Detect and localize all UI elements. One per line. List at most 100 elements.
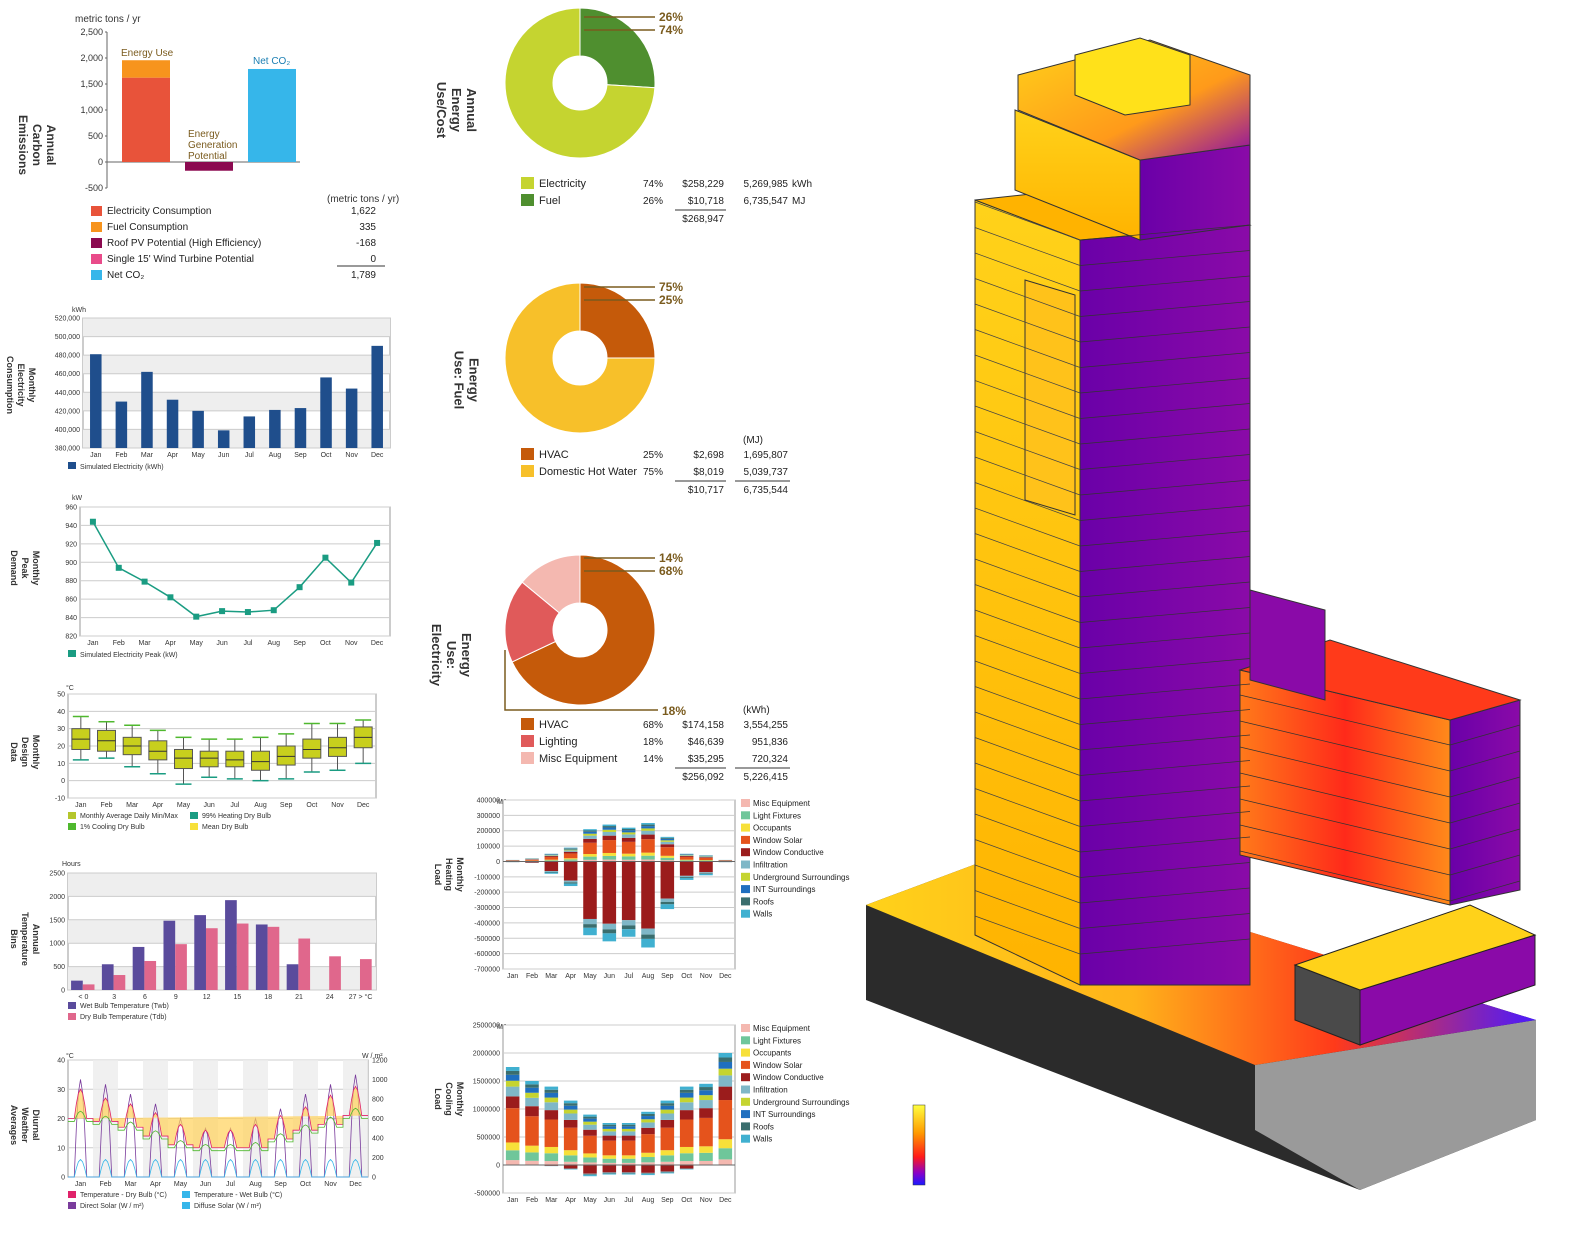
load-segment	[661, 1172, 675, 1173]
load-segment	[661, 1173, 675, 1174]
bar-month	[192, 411, 204, 448]
diurnal-legend-swatch-4	[182, 1202, 190, 1209]
y-tick-label: 860	[65, 597, 77, 604]
load-segment	[506, 1067, 520, 1071]
peak-legend-swatch	[68, 650, 76, 657]
vertical-title-line: Annual	[464, 88, 479, 132]
x-tick-label: Jul	[245, 452, 254, 459]
pie-slice	[580, 8, 655, 88]
load-legend-swatch	[741, 799, 750, 807]
load-segment	[680, 1147, 694, 1153]
x-tick-label: Nov	[700, 973, 713, 980]
load-segment	[661, 1165, 675, 1172]
diurnal-legend-4: Diffuse Solar (W / m²)	[194, 1203, 261, 1210]
load-segment	[699, 873, 713, 874]
load-legend-label: Underground Surroundings	[753, 1098, 850, 1107]
load-segment	[641, 939, 655, 948]
x-tick-label: May	[583, 1197, 597, 1204]
load-segment	[545, 1120, 559, 1147]
load-segment	[564, 1128, 578, 1151]
load-segment	[622, 1125, 636, 1127]
x-tick-label: Jun	[200, 1181, 211, 1188]
load-segment	[545, 1153, 559, 1161]
plot-area	[83, 318, 390, 448]
load-segment	[661, 837, 675, 838]
load-segment	[564, 1106, 578, 1110]
bar-label-energy-use: Energy Use	[121, 48, 174, 59]
load-legend-swatch	[741, 811, 750, 819]
peak-point	[219, 608, 225, 614]
pie-energy: 26%74%	[505, 8, 683, 158]
bar-label-generation-2: Generation	[188, 140, 237, 151]
load-segment	[622, 842, 636, 854]
bins-legend-swatch-1	[68, 1002, 76, 1009]
peak-point	[297, 584, 303, 590]
load-segment	[564, 858, 578, 859]
load-segment	[564, 884, 578, 886]
pie-table-swatch	[521, 465, 534, 477]
load-segment	[641, 826, 655, 828]
load-segment	[603, 856, 617, 860]
load-legend-swatch	[741, 1135, 750, 1143]
box-body	[226, 751, 244, 767]
load-segment	[603, 861, 617, 923]
y-tick-label: 500,000	[55, 334, 80, 341]
y-tick-label: 10	[57, 761, 65, 768]
load-segment	[719, 1148, 733, 1159]
x-tick-label: Sep	[294, 452, 307, 459]
load-segment	[525, 1161, 539, 1165]
load-segment	[699, 861, 713, 872]
load-segment	[699, 1090, 713, 1095]
y-tick-label: 500	[53, 964, 65, 971]
vertical-title-line: Peak	[20, 557, 30, 579]
load-segment	[699, 857, 713, 858]
x-tick-label: Dec	[357, 802, 370, 809]
load-segment	[564, 859, 578, 860]
grid-band	[68, 920, 376, 943]
load-segment	[661, 842, 675, 844]
diurnal-legend-3: Direct Solar (W / m²)	[80, 1203, 144, 1210]
load-legend-label: Roofs	[753, 897, 774, 906]
x-tick-label: Oct	[300, 1181, 311, 1188]
pie-table-pct: 26%	[643, 196, 663, 207]
load-segment	[564, 1165, 578, 1168]
y-tick-label: 2000	[49, 894, 65, 901]
pie-table-unit: MJ	[792, 196, 805, 207]
bar-month	[244, 416, 256, 448]
heating-chart: 4000003000002000001000000-100000-200000-…	[474, 798, 735, 981]
y2-tick-label: 600	[372, 1116, 384, 1123]
y-tick-label: 420,000	[55, 408, 80, 415]
bar-label-net: Net CO₂	[253, 56, 290, 67]
diurnal-legend-1: Temperature - Dry Bulb (°C)	[80, 1191, 167, 1199]
load-segment	[661, 1113, 675, 1119]
load-segment	[661, 861, 675, 898]
load-legend-label: INT Surroundings	[753, 885, 816, 894]
load-segment	[622, 1136, 636, 1141]
legend-swatch	[91, 254, 102, 264]
load-segment	[583, 834, 597, 836]
grid-band	[83, 318, 390, 337]
pie-table-total-amount: 5,226,415	[744, 772, 789, 783]
annex-side	[1450, 700, 1520, 905]
x-tick-label: Mar	[124, 1181, 137, 1188]
pie-table-pct: 14%	[643, 754, 663, 765]
y2-tick-label: 1000	[372, 1077, 388, 1084]
load-segment	[622, 1123, 636, 1125]
load-legend-swatch	[741, 1073, 750, 1081]
load-segment	[545, 856, 559, 857]
load-segment	[603, 1159, 617, 1163]
peak-point	[271, 607, 277, 613]
peak-point	[245, 609, 251, 615]
load-segment	[661, 858, 675, 860]
box-body	[329, 737, 347, 756]
load-segment	[583, 830, 597, 831]
y-tick-label: 880	[65, 578, 77, 585]
load-legend-swatch	[741, 873, 750, 881]
pie-table-label: Lighting	[539, 736, 578, 748]
